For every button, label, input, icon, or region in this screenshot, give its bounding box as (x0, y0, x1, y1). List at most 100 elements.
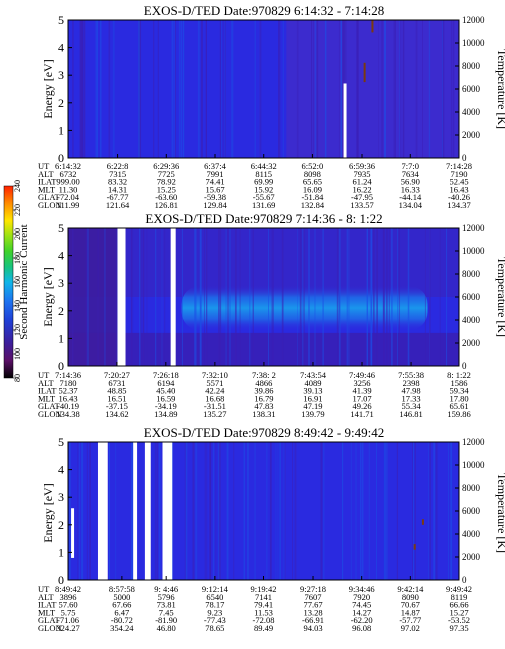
panel-2: EXOS-D/TED Date:970829 7:14:36 - 8: 1:22… (38, 211, 505, 419)
plot-texture (320, 442, 323, 580)
plot-texture (219, 228, 222, 366)
orbit-cell: 16.33 (401, 184, 420, 194)
plot-texture (89, 442, 91, 580)
y-tick-label: 3 (58, 490, 64, 504)
plot-texture (199, 228, 202, 366)
plot-texture (442, 20, 444, 158)
colorbar-tick-label: 100 (13, 348, 22, 360)
orbit-cell: 7141 (255, 592, 272, 602)
orbit-cell: 59.34 (449, 386, 469, 396)
plot-texture (385, 442, 387, 580)
orbit-cell: 16.59 (156, 393, 175, 403)
y-right-tick-label: 2000 (462, 130, 481, 140)
orbit-cell: -47.95 (351, 192, 373, 202)
plot-texture (115, 442, 117, 580)
orbit-cell: 47.19 (303, 401, 322, 411)
orbit-cell: 8090 (402, 592, 419, 602)
orbit-cell: 70.67 (401, 600, 420, 610)
orbit-cell: -67.77 (107, 192, 129, 202)
plot-texture (154, 442, 156, 580)
orbit-cell: -81.90 (155, 615, 177, 625)
plot-background (68, 442, 459, 580)
plot-texture (356, 20, 359, 158)
orbit-cell: 7920 (353, 592, 370, 602)
plot-texture (131, 442, 133, 580)
plot-texture (394, 20, 396, 158)
plot-texture (300, 228, 302, 366)
panel-1-ylabel-right: Temperature [K] (495, 49, 505, 129)
orbit-cell: 4866 (255, 378, 272, 388)
orbit-cell: 9:42:14 (397, 584, 424, 594)
plot-texture (180, 20, 183, 158)
plot-texture (206, 228, 208, 366)
orbit-cell: -53.52 (448, 615, 470, 625)
plot-texture (96, 20, 98, 158)
plot-texture (338, 228, 341, 366)
plot-texture (388, 228, 390, 366)
orbit-cell: 141.71 (350, 409, 373, 419)
panel-2-plot: 0 1 2 3 4 5 0 2000 4000 6000 8000 10000 12000 (58, 221, 485, 373)
orbit-cell: 6:22:8 (107, 161, 129, 171)
plot-texture (429, 442, 432, 580)
plot-texture (215, 442, 217, 580)
orbit-cell: 3896 (60, 592, 77, 602)
plot-texture (413, 442, 415, 580)
plot-texture (281, 228, 284, 366)
orbit-cell: 16.09 (303, 184, 322, 194)
plot-texture (104, 228, 106, 366)
orbit-cell: 77.67 (303, 600, 322, 610)
orbit-cell: 45.40 (156, 386, 175, 396)
y-tick-label: 4 (58, 249, 64, 263)
plot-texture (391, 228, 393, 366)
orbit-cell: 6:44:32 (251, 161, 277, 171)
orbit-cell: 134.38 (56, 409, 79, 419)
plot-texture (81, 442, 84, 580)
plot-texture (243, 442, 245, 580)
plot-texture (231, 20, 233, 158)
colorbar: 80 100 120 140 160 180 200 220 240 Second Harmon… (3, 180, 30, 382)
panel-3-ylabel-right: Temperature [K] (495, 473, 505, 553)
y-right-tick-label: 4000 (462, 529, 481, 539)
orbit-cell: 17.33 (402, 393, 421, 403)
panel-1-plot: 0 1 2 3 4 5 0 2000 4000 6000 8000 10000 12000 (58, 13, 485, 165)
orbit-cell: 14.31 (108, 184, 127, 194)
plot-texture (164, 228, 166, 366)
orbit-cell: 135.27 (203, 409, 226, 419)
plot-texture (376, 228, 378, 366)
plot-texture (282, 20, 284, 158)
orbit-cell: 94.03 (303, 623, 322, 633)
plot-texture (376, 442, 377, 580)
orbit-cell: -62.20 (351, 615, 373, 625)
plot-texture (398, 228, 401, 366)
y-tick-label: 4 (58, 41, 64, 55)
plot-texture (218, 228, 220, 366)
orbit-cell: -44.14 (399, 192, 422, 202)
orbit-cell: 73.81 (157, 600, 176, 610)
y-tick-label: 1 (58, 123, 64, 137)
colorbar-tick-label: 220 (13, 204, 22, 216)
orbit-row-label: GLON (38, 200, 62, 210)
plot-texture (254, 442, 256, 580)
orbit-cell: 52.37 (58, 386, 77, 396)
panel-1-title: EXOS-D/TED Date:970829 6:14:32 - 7:14:28 (144, 3, 384, 18)
orbit-cell: 47.98 (402, 386, 421, 396)
y-tick-label: 0 (58, 151, 64, 165)
orbit-cell: -80.72 (111, 615, 133, 625)
orbit-cell: -57.77 (399, 615, 421, 625)
orbit-cell: -72.04 (57, 192, 80, 202)
orbit-cell: 7:20:27 (104, 370, 130, 380)
plot-texture (112, 20, 115, 158)
plot-texture (86, 442, 88, 580)
orbit-cell: 96.08 (352, 623, 371, 633)
plot-texture (68, 228, 459, 297)
y-right-tick-label: 0 (462, 153, 467, 163)
plot-texture (447, 442, 449, 580)
colorbar-tick-label: 180 (13, 252, 22, 264)
orbit-cell: 16.43 (58, 393, 77, 403)
orbit-cell: 6731 (108, 378, 125, 388)
plot-texture (370, 228, 373, 366)
plot-texture (428, 20, 431, 158)
data-gap (133, 442, 138, 580)
plot-texture (383, 228, 385, 366)
